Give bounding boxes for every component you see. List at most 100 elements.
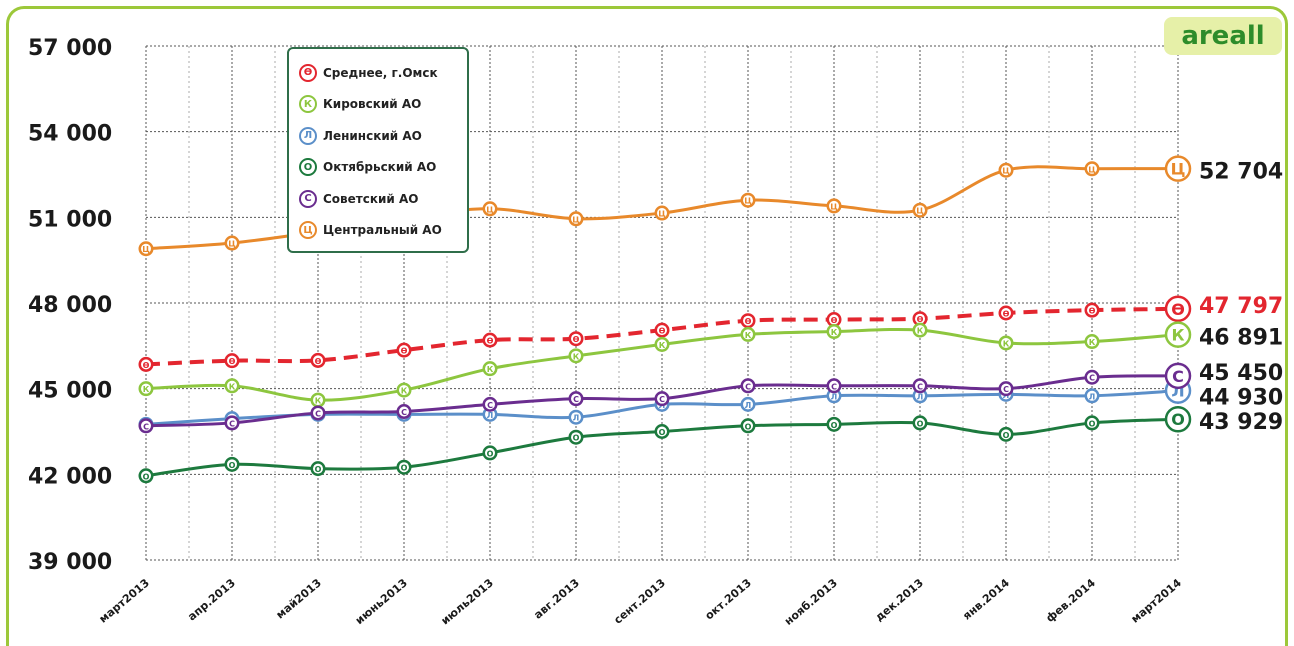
- legend-item-kirovsky: К Кировский АО: [299, 89, 467, 121]
- point-letter: С: [1089, 374, 1095, 383]
- point-marker-inner: [743, 420, 753, 431]
- legend-item-tsentralny: Ц Центральный АО: [299, 215, 467, 247]
- data-point-average: Ѳ: [1164, 295, 1192, 323]
- point-letter: Ц: [142, 245, 149, 254]
- data-point-kirovsky: К: [1084, 334, 1100, 350]
- point-letter: Ц: [744, 197, 751, 206]
- data-point-average: Ѳ: [826, 312, 842, 328]
- legend-label: Советский АО: [323, 191, 419, 206]
- point-marker-inner: [915, 390, 925, 401]
- data-point-sovetsky: С: [138, 418, 154, 434]
- point-letter: К: [1003, 339, 1010, 348]
- chart-frame: [6, 6, 1288, 646]
- point-letter: С: [401, 408, 407, 417]
- data-point-sovetsky: С: [654, 391, 670, 407]
- legend-marker-icon: О: [299, 158, 317, 177]
- data-point-oktyabrsky: О: [1084, 415, 1100, 431]
- data-point-tsentralny: Ц: [740, 192, 756, 208]
- x-tick-label: сент.2013: [611, 576, 667, 626]
- point-letter: О: [917, 419, 924, 428]
- point-marker-inner: [399, 462, 409, 473]
- point-letter: К: [745, 331, 752, 340]
- point-marker-inner: [743, 329, 753, 340]
- point-marker-inner: [1087, 390, 1097, 401]
- data-point-average: Ѳ: [396, 342, 412, 358]
- legend-marker-icon: Л: [299, 126, 317, 145]
- point-letter: К: [659, 341, 666, 350]
- x-tick-label: март2013: [97, 576, 152, 625]
- data-point-kirovsky: К: [396, 382, 412, 398]
- legend-label: Ленинский АО: [323, 128, 422, 143]
- y-tick-label: 48 000: [28, 293, 112, 318]
- point-marker-inner: [313, 407, 323, 418]
- data-point-oktyabrsky: О: [138, 468, 154, 484]
- data-point-leninsky: Л: [740, 396, 756, 412]
- point-marker-inner: [141, 420, 151, 431]
- y-tick-label: 51 000: [28, 207, 112, 232]
- point-marker-inner: [829, 326, 839, 337]
- point-letter: К: [315, 397, 322, 406]
- point-letter: С: [1172, 367, 1184, 386]
- data-point-kirovsky: К: [998, 335, 1014, 351]
- point-marker: [1164, 295, 1192, 323]
- data-point-kirovsky: К: [654, 336, 670, 352]
- data-point-oktyabrsky: О: [482, 445, 498, 461]
- point-letter: Ѳ: [831, 316, 838, 325]
- data-point-kirovsky: К: [568, 348, 584, 364]
- data-point-sovetsky: С: [826, 378, 842, 394]
- data-point-oktyabrsky: О: [826, 416, 842, 432]
- point-marker-inner: [571, 432, 581, 443]
- data-point-tsentralny: Ц: [826, 198, 842, 214]
- data-point-sovetsky: С: [1164, 362, 1192, 390]
- point-marker-inner: [399, 406, 409, 417]
- data-point-oktyabrsky: О: [998, 426, 1014, 442]
- data-point-leninsky: Л: [1084, 388, 1100, 404]
- legend-marker-icon: С: [299, 189, 317, 208]
- point-marker-inner: [1087, 305, 1097, 316]
- brand-logo: areall: [1164, 17, 1282, 55]
- series-lines: ѲѲѲѲѲѲѲѲѲѲѲѲѲКККККККККККККЛЛЛЛЛЛЛЛЛЛЛЛЛО…: [138, 155, 1192, 484]
- point-marker-inner: [1087, 417, 1097, 428]
- point-marker-inner: [915, 380, 925, 391]
- point-letter: Ѳ: [1171, 300, 1185, 319]
- point-letter: С: [143, 422, 149, 431]
- point-marker-inner: [657, 393, 667, 404]
- point-marker-inner: [313, 355, 323, 366]
- data-point-kirovsky: К: [138, 381, 154, 397]
- data-point-oktyabrsky: О: [310, 461, 326, 477]
- legend-item-sovetsky: С Советский АО: [299, 183, 467, 215]
- point-marker-inner: [227, 459, 237, 470]
- data-point-leninsky: Л: [568, 409, 584, 425]
- point-letter: Ѳ: [1003, 309, 1010, 318]
- point-marker-inner: [571, 393, 581, 404]
- data-point-sovetsky: С: [310, 405, 326, 421]
- data-point-sovetsky: С: [1084, 369, 1100, 385]
- data-point-average: Ѳ: [224, 353, 240, 369]
- point-letter: С: [917, 382, 923, 391]
- data-point-sovetsky: С: [740, 378, 756, 394]
- point-marker-inner: [1087, 336, 1097, 347]
- data-point-oktyabrsky: О: [224, 456, 240, 472]
- legend-label: Среднее, г.Омск: [323, 65, 438, 80]
- data-point-average: Ѳ: [1084, 302, 1100, 318]
- point-marker-inner: [571, 333, 581, 344]
- point-letter: Ѳ: [143, 361, 150, 370]
- point-marker-inner: [399, 385, 409, 396]
- data-point-sovetsky: С: [224, 415, 240, 431]
- point-marker-inner: [227, 238, 237, 249]
- data-point-tsentralny: Ц: [1084, 161, 1100, 177]
- point-marker-inner: [743, 399, 753, 410]
- point-marker-inner: [1001, 165, 1011, 176]
- point-letter: Л: [487, 411, 494, 420]
- x-tick-label: авг.2013: [531, 576, 581, 621]
- point-letter: К: [1089, 338, 1096, 347]
- point-marker-inner: [485, 363, 495, 374]
- point-marker-inner: [571, 213, 581, 224]
- point-marker: [1164, 321, 1192, 348]
- legend-marker-icon: Ѳ: [299, 63, 317, 82]
- point-letter: С: [487, 401, 493, 410]
- point-letter: Ѳ: [917, 315, 924, 324]
- point-letter: Ц: [1088, 165, 1095, 174]
- data-point-oktyabrsky: О: [568, 429, 584, 445]
- point-marker-inner: [829, 390, 839, 401]
